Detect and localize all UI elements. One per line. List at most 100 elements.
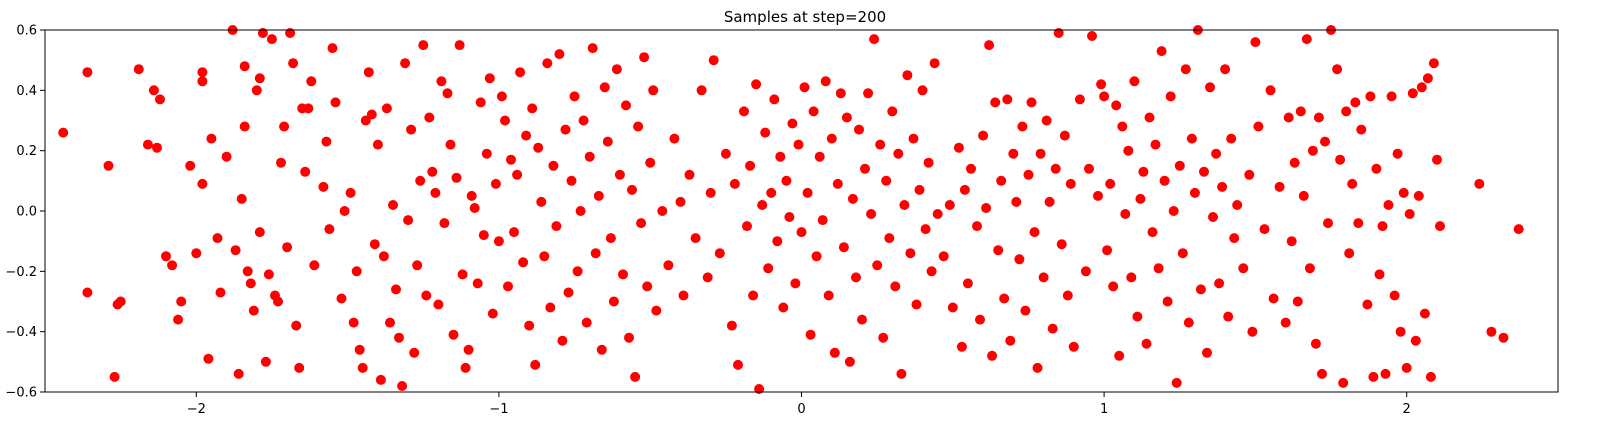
scatter-point — [844, 356, 855, 367]
scatter-point — [569, 91, 580, 102]
scatter-point — [563, 287, 574, 298]
scatter-point — [176, 296, 187, 307]
scatter-point — [1486, 326, 1497, 337]
scatter-point — [575, 206, 586, 216]
scatter-point — [336, 293, 347, 304]
scatter-point — [602, 136, 613, 147]
scatter-point — [817, 215, 828, 226]
scatter-point — [1416, 82, 1427, 93]
scatter-point — [1380, 368, 1391, 379]
scatter-point — [1156, 46, 1167, 57]
scatter-point — [1168, 206, 1179, 216]
scatter-point — [1313, 112, 1324, 123]
scatter-point — [1226, 133, 1237, 144]
scatter-point — [321, 136, 332, 147]
scatter-point — [415, 175, 426, 186]
scatter-point — [796, 227, 807, 238]
scatter-point — [1310, 338, 1321, 349]
scatter-point — [448, 329, 459, 340]
scatter-point — [300, 166, 311, 177]
scatter-point — [1159, 175, 1170, 186]
x-axis: −2 −1 0 1 2 — [187, 392, 1411, 417]
scatter-point — [1428, 58, 1439, 69]
scatter-point — [1214, 278, 1225, 289]
scatter-point — [1150, 139, 1161, 150]
scatter-point — [1344, 248, 1355, 259]
scatter-point — [1229, 233, 1240, 244]
scatter-point — [148, 85, 159, 96]
scatter-point — [1244, 169, 1255, 180]
scatter-point — [1084, 163, 1094, 174]
scatter-point — [630, 371, 641, 382]
scatter-point — [1335, 154, 1346, 165]
scatter-point — [1368, 371, 1379, 382]
scatter-point — [354, 344, 365, 355]
scatter-point — [1047, 323, 1058, 334]
scatter-point — [669, 133, 680, 144]
scatter-point — [1186, 133, 1197, 144]
scatter-point — [366, 109, 377, 120]
scatter-point — [288, 58, 299, 69]
scatter-point — [1205, 82, 1215, 93]
scatter-point — [914, 184, 925, 195]
scatter-point — [748, 290, 759, 301]
scatter-point — [1298, 190, 1309, 201]
scatter-point — [823, 290, 834, 301]
scatter-point — [239, 61, 250, 72]
scatter-point — [436, 76, 447, 87]
scatter-point — [345, 187, 356, 198]
scatter-point — [115, 296, 126, 307]
scatter-point — [506, 154, 516, 165]
scatter-point — [478, 230, 489, 241]
scatter-point — [309, 260, 320, 271]
scatter-point — [923, 157, 934, 168]
scatter-point — [372, 139, 383, 150]
scatter-point — [835, 88, 846, 99]
scatter-point — [460, 362, 471, 373]
scatter-point — [1026, 97, 1037, 108]
scatter-point — [484, 73, 495, 84]
scatter-point — [1099, 91, 1110, 102]
scatter-point — [327, 43, 338, 54]
scatter-point — [1023, 169, 1034, 180]
scatter-point — [463, 344, 474, 355]
x-tick-label: −1 — [489, 402, 508, 417]
scatter-point — [490, 178, 501, 189]
scatter-point — [557, 335, 568, 346]
scatter-point — [357, 362, 368, 373]
scatter-point — [1147, 227, 1158, 238]
scatter-point — [1202, 347, 1212, 358]
scatter-point — [621, 100, 631, 111]
scatter-point — [318, 181, 329, 192]
scatter-point — [1377, 221, 1388, 232]
scatter-point — [397, 381, 408, 391]
scatter-point — [155, 94, 165, 105]
scatter-point — [1220, 64, 1231, 75]
scatter-point — [739, 106, 749, 117]
scatter-point — [908, 133, 919, 144]
scatter-point — [58, 127, 69, 138]
scatter-point — [266, 34, 277, 45]
scatter-point — [1008, 148, 1019, 159]
scatter-point — [911, 299, 922, 310]
scatter-point — [1165, 91, 1176, 102]
scatter-point — [947, 302, 958, 313]
scatter-point — [938, 251, 949, 262]
scatter-point — [1383, 200, 1394, 210]
scatter-point — [757, 200, 768, 210]
scatter-point — [572, 266, 583, 277]
scatter-point — [82, 287, 93, 298]
scatter-point — [533, 142, 544, 153]
scatter-point — [1332, 64, 1343, 75]
scatter-point — [802, 187, 813, 198]
scatter-point — [972, 221, 982, 232]
scatter-point — [500, 115, 510, 126]
scatter-point — [847, 193, 858, 204]
scatter-point — [1062, 290, 1073, 301]
y-tick-label: 0.2 — [16, 144, 37, 159]
scatter-point — [1162, 296, 1173, 307]
scatter-point — [944, 200, 955, 210]
scatter-point — [433, 299, 444, 310]
scatter-point — [999, 293, 1010, 304]
scatter-point — [566, 175, 577, 186]
